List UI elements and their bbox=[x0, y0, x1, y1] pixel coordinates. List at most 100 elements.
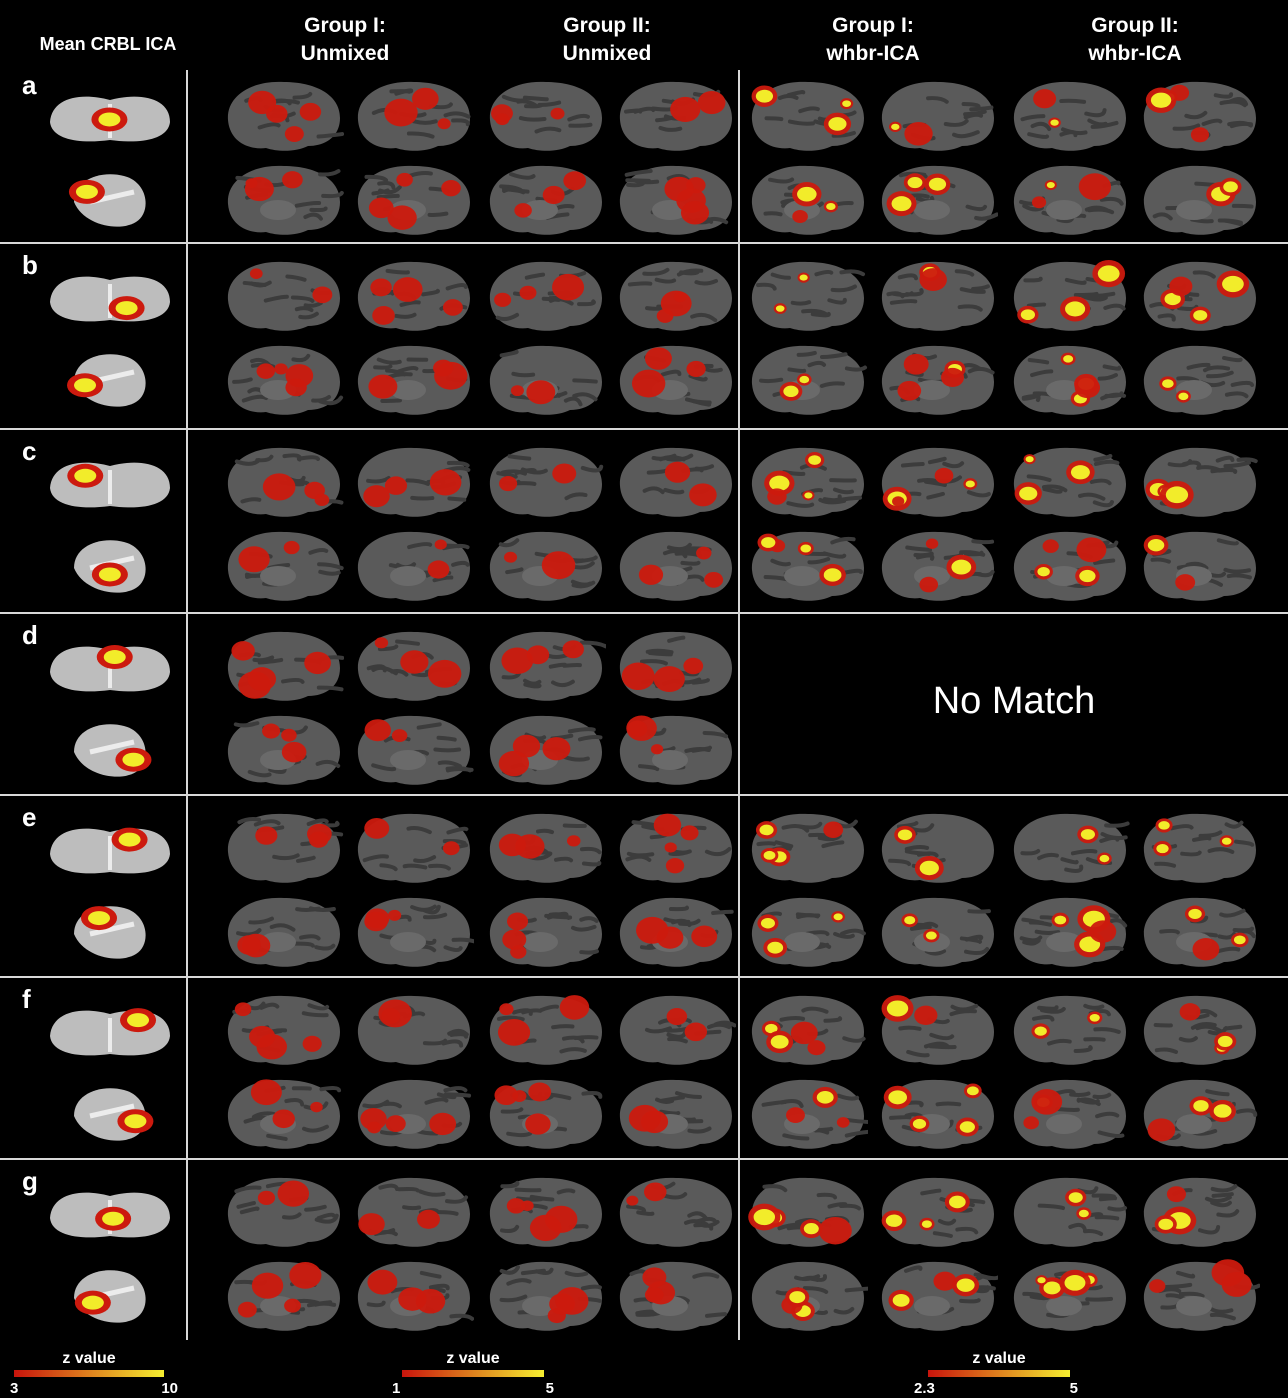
sulcus bbox=[961, 102, 981, 109]
sulcus bbox=[1083, 1037, 1106, 1042]
sulcus bbox=[564, 492, 588, 501]
crbl-coronal-view bbox=[40, 814, 180, 884]
crbl-sagittal-view bbox=[40, 342, 180, 412]
sulcus bbox=[436, 1092, 457, 1100]
sulcus bbox=[428, 863, 451, 871]
activation-peak bbox=[1020, 309, 1035, 321]
sulcus bbox=[975, 1272, 998, 1281]
sulcus bbox=[935, 1101, 962, 1107]
sulcus bbox=[929, 1032, 955, 1041]
sulcus bbox=[539, 1004, 559, 1012]
crbl-coronal-view bbox=[40, 82, 180, 152]
medial-wall bbox=[1046, 932, 1082, 952]
activation-blob bbox=[1192, 938, 1220, 961]
cortex-surface bbox=[1013, 813, 1126, 883]
activation-peak bbox=[804, 492, 813, 499]
brain-medial-view bbox=[746, 340, 868, 418]
activation-blob bbox=[314, 493, 330, 507]
activation-blob bbox=[441, 179, 461, 197]
panel-row-g: g bbox=[0, 1162, 1288, 1340]
activation-blob bbox=[666, 1008, 688, 1026]
sulcus bbox=[1019, 935, 1043, 943]
component-peak bbox=[98, 112, 121, 127]
row-letter: f bbox=[22, 984, 31, 1014]
activation-peak bbox=[1063, 355, 1074, 363]
sulcus bbox=[313, 1301, 337, 1307]
sulcus bbox=[237, 816, 261, 825]
sulcus bbox=[694, 464, 715, 471]
sulcus bbox=[786, 90, 806, 98]
colorbar-cerebellum: z value 3 10 bbox=[10, 1350, 178, 1397]
activation-blob bbox=[231, 641, 255, 661]
sulcus bbox=[579, 916, 599, 923]
sulcus bbox=[676, 268, 704, 277]
brain-lateral-view bbox=[614, 1172, 736, 1250]
colorbar-label: z value bbox=[62, 1350, 116, 1367]
sulcus bbox=[819, 381, 845, 388]
sulcus bbox=[1021, 917, 1045, 925]
sulcus bbox=[567, 113, 590, 122]
medial-wall bbox=[1046, 1114, 1082, 1134]
sulcus bbox=[1095, 1111, 1120, 1119]
panel-row-b: b bbox=[0, 246, 1288, 424]
activation-blob bbox=[434, 539, 447, 550]
sulcus bbox=[1217, 218, 1243, 225]
activation-peak bbox=[1097, 265, 1120, 282]
activation-peak bbox=[1037, 567, 1050, 577]
sulcus bbox=[1186, 362, 1211, 370]
sulcus bbox=[818, 497, 847, 505]
crbl-coronal-view bbox=[40, 632, 180, 702]
sulcus bbox=[446, 460, 470, 468]
sulcus bbox=[1107, 918, 1128, 928]
brain-lateral-view bbox=[746, 76, 868, 154]
brain-medial-view bbox=[484, 892, 606, 970]
activation-peak bbox=[1193, 1100, 1209, 1112]
crbl-coronal-view bbox=[40, 262, 180, 332]
sulcus bbox=[428, 1283, 450, 1291]
sulcus bbox=[1030, 121, 1052, 131]
sulcus bbox=[926, 491, 945, 500]
medial-wall bbox=[390, 566, 426, 586]
sulcus bbox=[396, 365, 419, 374]
crbl-sagittal-view bbox=[40, 528, 180, 598]
component-peak bbox=[118, 832, 141, 847]
activation-blob bbox=[526, 645, 550, 665]
activation-peak bbox=[767, 941, 784, 954]
brain-medial-view bbox=[1138, 892, 1260, 970]
sulcus bbox=[303, 212, 323, 221]
activation-peak bbox=[799, 274, 808, 281]
sulcus bbox=[926, 96, 949, 104]
brain-medial-view bbox=[352, 1256, 474, 1334]
sulcus bbox=[1154, 861, 1177, 868]
sulcus bbox=[294, 200, 322, 208]
sulcus bbox=[410, 495, 435, 501]
brain-medial-view bbox=[614, 1256, 736, 1334]
sulcus bbox=[844, 365, 868, 372]
sulcus bbox=[802, 1286, 829, 1294]
sulcus bbox=[796, 913, 820, 920]
activation-blob bbox=[919, 268, 947, 292]
sulcus bbox=[692, 1272, 720, 1279]
sulcus bbox=[1104, 391, 1124, 399]
sulcus bbox=[1213, 92, 1234, 99]
brain-lateral-view bbox=[876, 442, 998, 520]
sulcus bbox=[955, 1226, 979, 1235]
brain-lateral-view bbox=[614, 808, 736, 886]
activation-blob bbox=[621, 662, 655, 691]
brain-lateral-view bbox=[222, 256, 344, 334]
activation-blob bbox=[1175, 574, 1196, 591]
activation-blob bbox=[686, 360, 706, 377]
sulcus bbox=[900, 462, 925, 468]
colorbar-min: 3 bbox=[10, 1380, 19, 1397]
sulcus bbox=[1230, 380, 1255, 388]
brain-medial-view bbox=[746, 892, 868, 970]
activation-peak bbox=[1025, 456, 1034, 463]
sulcus bbox=[971, 539, 995, 545]
sulcus bbox=[690, 312, 718, 323]
colorbar-gradient bbox=[928, 1370, 1070, 1377]
sulcus bbox=[1206, 370, 1234, 379]
sulcus bbox=[522, 95, 549, 102]
activation-blob bbox=[283, 540, 300, 555]
column-header-group1-whbr: Group I: whbr-ICA bbox=[758, 12, 988, 68]
sulcus bbox=[843, 568, 863, 575]
